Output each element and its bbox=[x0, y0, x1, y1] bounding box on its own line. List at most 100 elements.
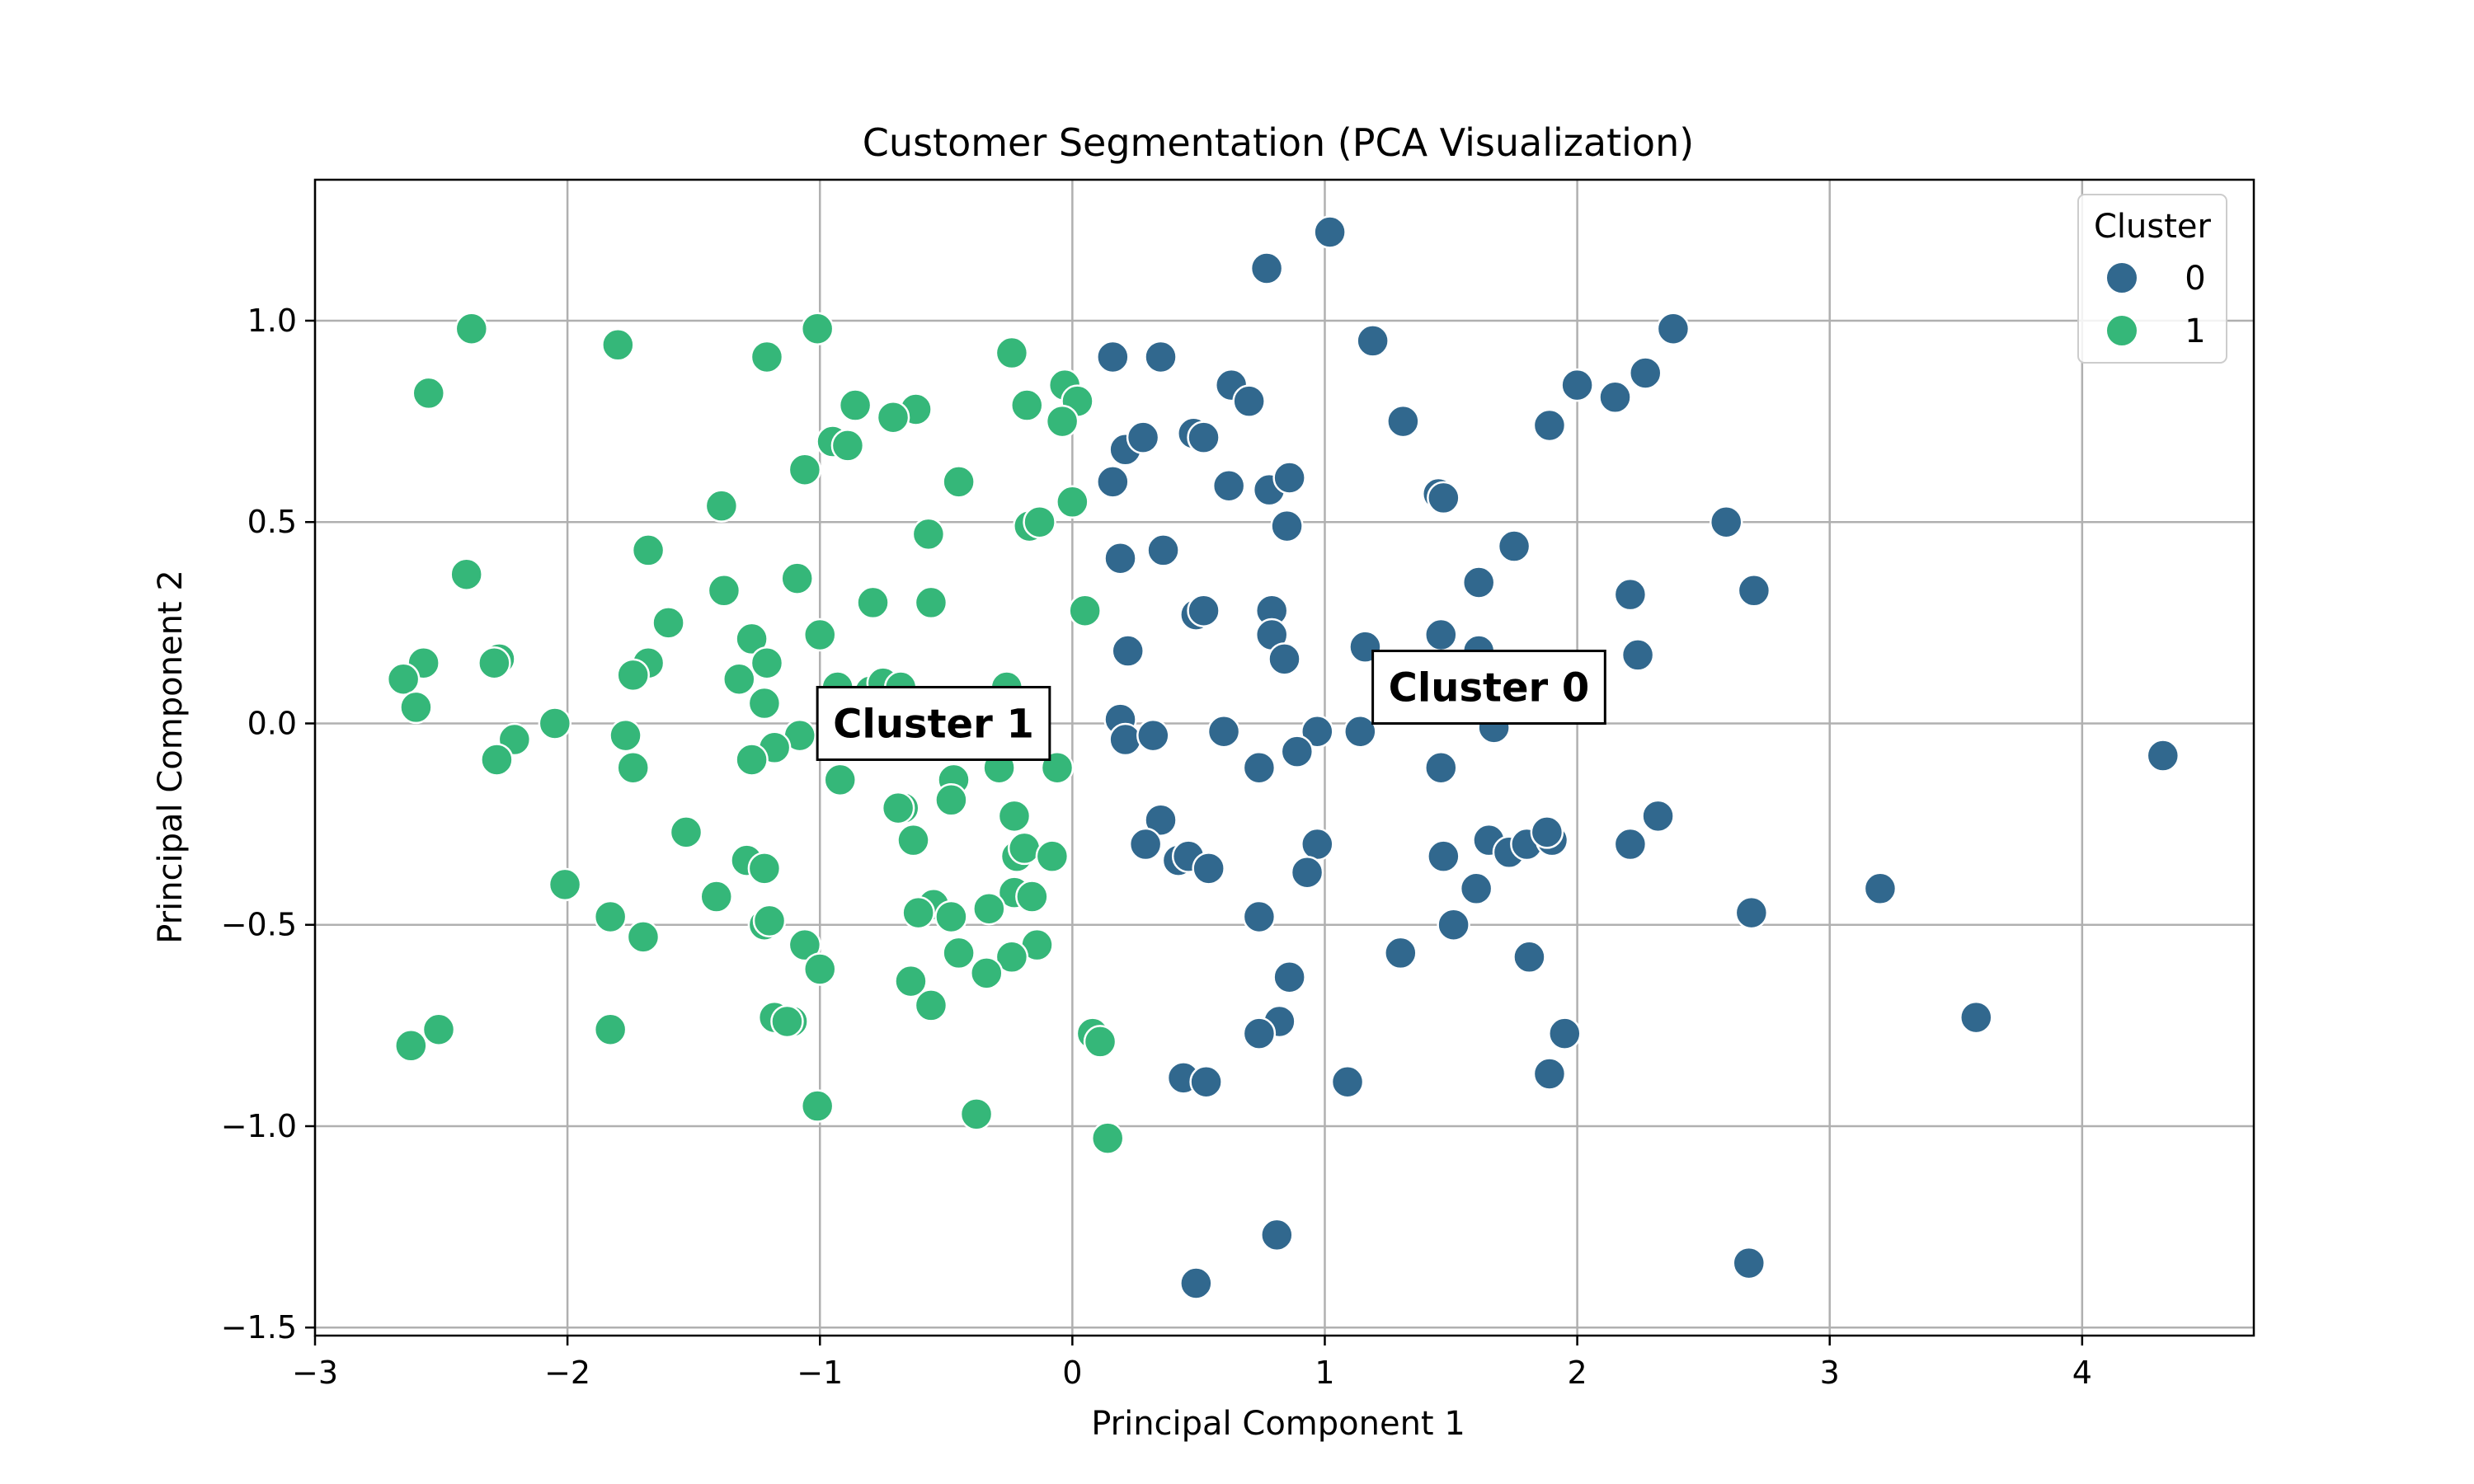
annotation-box bbox=[1371, 650, 1606, 726]
scatter-point-cluster-0 bbox=[1206, 714, 1241, 749]
y-tick-label: 0.5 bbox=[247, 504, 297, 540]
scatter-point-cluster-1 bbox=[1035, 839, 1070, 873]
cluster-annotations: Cluster 1 Cluster 0 bbox=[816, 650, 1606, 761]
y-axis-label: Principal Component 2 bbox=[152, 570, 190, 944]
scatter-point-cluster-0 bbox=[1532, 408, 1567, 443]
scatter-point-cluster-0 bbox=[1598, 380, 1632, 415]
scatter-point-cluster-0 bbox=[1497, 529, 1531, 563]
scatter-point-cluster-1 bbox=[669, 815, 703, 849]
x-tick-label: −3 bbox=[292, 1355, 338, 1391]
chart-title: Customer Segmentation (PCA Visualization… bbox=[863, 120, 1694, 165]
scatter-point-cluster-0 bbox=[1187, 420, 1221, 454]
scatter-point-cluster-0 bbox=[1189, 1064, 1223, 1099]
scatter-point-cluster-1 bbox=[1007, 831, 1042, 866]
axis-ticks: −3 −2 −1 0 1 2 3 4 −1.5 −1.0 −0.5 0.0 0.5 1.0 bbox=[221, 303, 2092, 1391]
legend: Cluster 0 1 bbox=[2077, 194, 2227, 364]
scatter-point-cluster-1 bbox=[651, 606, 685, 640]
scatter-point-cluster-0 bbox=[1136, 718, 1170, 753]
scatter-point-cluster-1 bbox=[538, 707, 572, 740]
scatter-point-cluster-1 bbox=[800, 1089, 835, 1123]
x-tick-label: 2 bbox=[1568, 1355, 1587, 1391]
scatter-point-cluster-0 bbox=[1144, 803, 1178, 837]
scatter-point-cluster-1 bbox=[942, 936, 976, 970]
scatter-point-cluster-1 bbox=[997, 799, 1032, 834]
scatter-point-cluster-0 bbox=[1613, 827, 1648, 862]
scatter-point-cluster-0 bbox=[1242, 899, 1277, 934]
scatter-point-cluster-1 bbox=[934, 899, 968, 934]
scatter-point-cluster-1 bbox=[1010, 388, 1044, 422]
scatter-point-cluster-0 bbox=[1459, 871, 1493, 906]
scatter-point-cluster-1 bbox=[722, 662, 756, 696]
scatter-point-cluster-0 bbox=[1300, 714, 1334, 749]
scatter-point-cluster-0 bbox=[1232, 384, 1266, 418]
scatter-point-cluster-0 bbox=[1737, 574, 1771, 608]
scatter-point-cluster-0 bbox=[1108, 722, 1142, 757]
scatter-point-cluster-0 bbox=[1512, 940, 1546, 974]
scatter-point-cluster-1 bbox=[770, 1004, 804, 1039]
scatter-point-cluster-1 bbox=[896, 823, 930, 857]
scatter-point-cluster-0 bbox=[1144, 340, 1178, 374]
scatter-point-cluster-0 bbox=[1709, 505, 1743, 539]
scatter-point-cluster-0 bbox=[1461, 566, 1496, 599]
x-tick-label: −2 bbox=[544, 1355, 590, 1391]
scatter-point-cluster-0 bbox=[1096, 465, 1130, 499]
scatter-point-cluster-0 bbox=[1211, 469, 1246, 503]
scatter-point-cluster-0 bbox=[1260, 1218, 1294, 1252]
scatter-point-cluster-0 bbox=[1330, 1064, 1365, 1099]
y-tick-label: 0.0 bbox=[247, 705, 297, 741]
x-tick-label: 0 bbox=[1062, 1355, 1082, 1391]
scatter-point-cluster-0 bbox=[1427, 481, 1460, 515]
scatter-point-cluster-1 bbox=[699, 880, 733, 913]
scatter-point-cluster-1 bbox=[412, 376, 446, 411]
scatter-point-cluster-1 bbox=[454, 312, 489, 345]
scatter-point-cluster-1 bbox=[911, 517, 946, 552]
scatter-point-cluster-1 bbox=[914, 989, 948, 1022]
scatter-point-cluster-1 bbox=[1056, 485, 1089, 519]
scatter-point-cluster-0 bbox=[1427, 839, 1460, 873]
scatter-point-cluster-1 bbox=[1023, 505, 1056, 539]
scatter-point-cluster-1 bbox=[914, 585, 948, 620]
scatter-point-cluster-0 bbox=[1530, 815, 1564, 849]
x-tick-label: 3 bbox=[1820, 1355, 1840, 1391]
scatter-point-cluster-1 bbox=[609, 718, 642, 753]
annotation-label: Cluster 1 bbox=[833, 701, 1034, 747]
scatter-point-cluster-1 bbox=[707, 574, 741, 608]
scatter-point-cluster-1 bbox=[788, 928, 822, 962]
scatter-point-cluster-1 bbox=[735, 743, 769, 777]
scatter-point-cluster-1 bbox=[1083, 1025, 1117, 1059]
scatter-point-cluster-1 bbox=[788, 453, 822, 486]
scatter-point-cluster-0 bbox=[2146, 739, 2180, 773]
scatter-point-cluster-0 bbox=[1629, 356, 1663, 390]
scatter-point-cluster-1 bbox=[616, 750, 650, 785]
scatter-point-cluster-1 bbox=[747, 686, 782, 721]
data-points bbox=[386, 215, 2180, 1300]
cluster-annotation: Cluster 0 bbox=[1371, 650, 1606, 726]
scatter-point-cluster-1 bbox=[735, 622, 769, 656]
scatter-point-cluster-0 bbox=[1532, 1057, 1567, 1091]
scatter-point-cluster-0 bbox=[1270, 509, 1304, 543]
scatter-point-cluster-1 bbox=[399, 690, 433, 725]
scatter-point-cluster-1 bbox=[631, 533, 666, 567]
scatter-point-cluster-1 bbox=[995, 940, 1029, 974]
scatter-point-cluster-0 bbox=[1424, 618, 1458, 652]
scatter-point-cluster-0 bbox=[1146, 533, 1180, 567]
scatter-point-cluster-1 bbox=[830, 429, 865, 463]
scatter-point-cluster-0 bbox=[1242, 750, 1277, 785]
scatter-point-cluster-1 bbox=[421, 1012, 456, 1046]
scatter-point-cluster-0 bbox=[1424, 750, 1458, 785]
scatter-point-cluster-1 bbox=[1090, 1121, 1125, 1155]
scatter-point-cluster-0 bbox=[1343, 714, 1377, 749]
y-tick-label: −1.5 bbox=[221, 1309, 297, 1345]
scatter-point-cluster-1 bbox=[881, 791, 915, 825]
scatter-point-cluster-0 bbox=[1290, 855, 1324, 890]
scatter-point-cluster-1 bbox=[802, 952, 837, 986]
legend-marker-cluster-0 bbox=[2105, 261, 2138, 294]
legend-label-cluster-1: 1 bbox=[2185, 312, 2205, 350]
cluster-annotation: Cluster 1 bbox=[816, 685, 1051, 761]
scatter-point-cluster-0 bbox=[1103, 541, 1137, 575]
scatter-point-cluster-0 bbox=[1268, 642, 1301, 676]
scatter-point-cluster-1 bbox=[548, 867, 582, 902]
scatter-point-cluster-1 bbox=[593, 1012, 628, 1046]
y-tick-label: −0.5 bbox=[221, 907, 297, 943]
